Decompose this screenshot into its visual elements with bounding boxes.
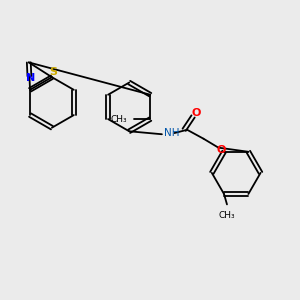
Text: NH: NH (164, 128, 180, 138)
Text: O: O (192, 108, 201, 118)
Text: O: O (216, 145, 225, 155)
Text: S: S (50, 67, 57, 77)
Text: N: N (26, 73, 35, 82)
Text: CH₃: CH₃ (219, 211, 235, 220)
Text: CH₃: CH₃ (111, 115, 128, 124)
